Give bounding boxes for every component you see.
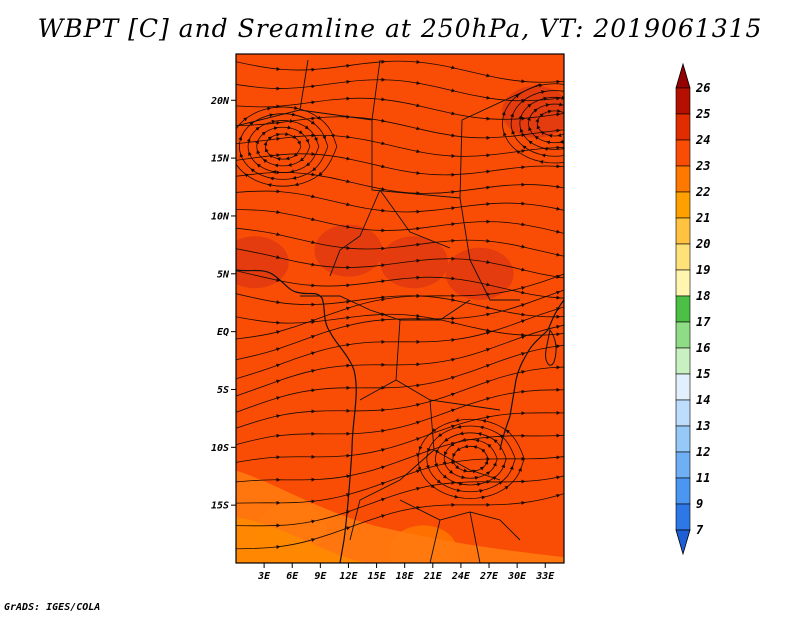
x-tick-label-10: 33E bbox=[535, 571, 555, 582]
colorbar-label-26: 26 bbox=[695, 81, 710, 95]
colorbar-label-16: 16 bbox=[696, 341, 710, 355]
colorbar-box-5 bbox=[675, 217, 691, 245]
x-tick-label-3: 12E bbox=[339, 571, 358, 582]
plot-frame bbox=[235, 53, 565, 564]
streamline-30 bbox=[236, 105, 338, 188]
colorbar-extend-bottom bbox=[675, 529, 691, 556]
field-region-1-1 bbox=[314, 224, 383, 277]
colorbar-label-18: 18 bbox=[696, 289, 710, 303]
streamline-10 bbox=[236, 248, 564, 279]
colorbar-label-7: 7 bbox=[696, 523, 704, 537]
x-tick-label-2: 9E bbox=[314, 571, 327, 582]
figure-title: WBPT [C] and Sreamline at 250hPa, VT: 20… bbox=[37, 14, 763, 43]
x-tick-label-6: 21E bbox=[423, 571, 443, 582]
colorbar-box-10 bbox=[675, 347, 691, 375]
colorbar-box-16 bbox=[675, 503, 691, 531]
colorbar-label-23: 23 bbox=[695, 159, 710, 173]
colorbar-box-2 bbox=[675, 139, 691, 167]
colorbar-label-9: 9 bbox=[696, 497, 703, 511]
y-tick-label-4: EQ bbox=[217, 327, 229, 338]
y-tick-label-3: 5N bbox=[217, 269, 230, 280]
colorbar-label-17: 17 bbox=[696, 315, 711, 329]
y-tick-label-2: 10N bbox=[211, 211, 230, 222]
colorbar-label-25: 25 bbox=[695, 107, 710, 121]
colorbar-label-20: 20 bbox=[695, 237, 710, 251]
colorbar-label-15: 15 bbox=[696, 367, 710, 381]
colorbar-box-11 bbox=[675, 373, 691, 401]
y-tick-label-1: 15N bbox=[211, 154, 230, 165]
x-tick-label-7: 24E bbox=[451, 571, 471, 582]
colorbar-box-15 bbox=[675, 477, 691, 505]
colorbar-box-13 bbox=[675, 425, 691, 453]
y-axis: 20N 15N 10N 5N EQ 5S 10S 15S bbox=[210, 96, 236, 512]
streamline-40 bbox=[417, 418, 525, 500]
colorbar-label-11: 11 bbox=[696, 471, 710, 485]
colorbar-box-12 bbox=[675, 399, 691, 427]
colorbar-box-6 bbox=[675, 243, 691, 271]
colorbar-label-12: 12 bbox=[696, 445, 710, 459]
colorbar-label-24: 24 bbox=[695, 133, 710, 147]
streamline-9 bbox=[236, 227, 564, 257]
x-tick-label-8: 27E bbox=[479, 571, 499, 582]
colorbar-label-14: 14 bbox=[696, 393, 710, 407]
colorbar: 26 25 24 23 22 21 20 19 18 17 16 15 14 13 12 11 9 7 bbox=[675, 62, 711, 556]
streamline-25 bbox=[236, 493, 564, 550]
colorbar-box-7 bbox=[675, 269, 691, 297]
colorbar-label-21: 21 bbox=[695, 211, 710, 225]
field-region-1-0 bbox=[236, 236, 289, 289]
colorbar-label-13: 13 bbox=[696, 419, 710, 433]
x-tick-label-0: 3E bbox=[257, 571, 271, 582]
y-tick-label-6: 10S bbox=[211, 443, 229, 454]
colorbar-extend-top bbox=[675, 62, 691, 89]
y-tick-label-5: 5S bbox=[217, 385, 229, 396]
x-tick-label-4: 15E bbox=[368, 571, 387, 582]
colorbar-label-19: 19 bbox=[696, 263, 710, 277]
colorbar-box-0 bbox=[675, 87, 691, 115]
colorbar-box-1 bbox=[675, 113, 691, 141]
x-axis: 3E 6E 9E 12E 15E 18E 21E 24E 27E 30E 33E bbox=[257, 563, 555, 582]
colorbar-box-14 bbox=[675, 451, 691, 479]
colorbar-box-3 bbox=[675, 165, 691, 193]
y-tick-label-7: 15S bbox=[211, 501, 229, 512]
streamline-35 bbox=[501, 82, 564, 165]
colorbar-box-8 bbox=[675, 295, 691, 323]
y-tick-label-0: 20N bbox=[210, 96, 230, 107]
x-tick-label-5: 18E bbox=[396, 571, 415, 582]
streamline-8 bbox=[236, 209, 564, 234]
grads-credit: GrADS: IGES/COLA bbox=[4, 602, 101, 613]
colorbar-box-4 bbox=[675, 191, 691, 219]
colorbar-label-22: 22 bbox=[695, 185, 710, 199]
x-tick-label-1: 6E bbox=[286, 571, 299, 582]
coastline-borders bbox=[236, 59, 564, 563]
x-tick-label-9: 30E bbox=[507, 571, 527, 582]
colorbar-box-9 bbox=[675, 321, 691, 349]
